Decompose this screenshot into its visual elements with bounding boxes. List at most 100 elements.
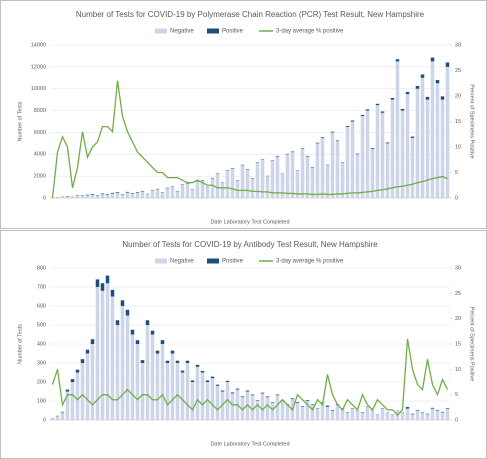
y-tick-label: 10000: [31, 86, 46, 92]
bar: [320, 402, 325, 420]
bar: [70, 196, 75, 198]
bar: [145, 320, 150, 325]
bar: [110, 296, 115, 420]
bar: [90, 344, 95, 420]
bar: [195, 366, 200, 420]
bar: [365, 109, 370, 111]
bar: [395, 59, 400, 62]
bar: [430, 61, 435, 199]
bar: [325, 406, 330, 420]
bar: [300, 148, 305, 198]
bar: [175, 191, 180, 198]
legend-swatch: [155, 28, 167, 34]
bar: [230, 168, 235, 198]
bar: [150, 190, 155, 198]
line: [51, 338, 449, 416]
bar: [270, 402, 275, 403]
legend-label: 3-day average % positive: [276, 259, 344, 265]
y-axis-label: Number of Tests: [17, 101, 23, 141]
panel: [0, 230, 487, 459]
bar: [135, 344, 140, 420]
bar: [415, 409, 420, 411]
y2-tick-label: 25: [455, 291, 461, 297]
bar: [355, 153, 360, 155]
bar: [245, 169, 250, 198]
bar: [95, 287, 100, 420]
bar: [220, 390, 225, 392]
bar: [170, 353, 175, 420]
bar: [100, 290, 105, 420]
bar: [350, 120, 355, 122]
bar: [105, 194, 110, 195]
bar: [305, 156, 310, 198]
bar: [60, 412, 65, 420]
bar: [380, 408, 385, 420]
bar: [75, 369, 80, 373]
bar: [445, 408, 450, 420]
y2-tick-label: 10: [455, 144, 461, 150]
bar: [185, 360, 190, 363]
y-tick-label: 700: [37, 284, 46, 290]
bar: [265, 397, 270, 420]
bar: [80, 196, 85, 198]
bar: [100, 283, 105, 291]
bar: [215, 385, 220, 420]
legend-label: Negative: [170, 29, 194, 35]
bar: [255, 401, 260, 420]
bar: [110, 289, 115, 297]
bar: [365, 110, 370, 198]
y-tick-label: 8000: [34, 108, 46, 114]
bar: [240, 396, 245, 398]
legend-label: Positive: [222, 29, 244, 35]
chart-title: Number of Tests for COVID-19 by Polymera…: [76, 10, 425, 19]
bar: [260, 393, 265, 420]
bar: [330, 410, 335, 420]
bar: [440, 412, 445, 420]
legend-swatch: [155, 258, 167, 264]
bar: [250, 395, 255, 420]
bar: [300, 406, 305, 420]
bar: [435, 410, 440, 420]
bar: [440, 96, 445, 100]
bar: [400, 412, 405, 420]
bar: [185, 363, 190, 420]
bar: [345, 412, 350, 420]
bar: [405, 407, 410, 409]
bar: [435, 83, 440, 198]
bar: [435, 409, 440, 411]
bar: [275, 155, 280, 157]
y-tick-label: 800: [37, 265, 46, 271]
bar: [150, 330, 155, 335]
y2-tick-label: 25: [455, 68, 461, 74]
bar: [405, 91, 410, 95]
y-tick-label: 6000: [34, 130, 46, 136]
bar: [335, 404, 340, 420]
bar: [280, 173, 285, 198]
bar: [380, 111, 385, 113]
bar: [115, 193, 120, 198]
bar: [250, 394, 255, 396]
bar: [405, 408, 410, 420]
bar: [425, 413, 430, 415]
bar: [90, 339, 95, 344]
y-tick-label: 0: [43, 195, 46, 201]
y2-tick-label: 20: [455, 93, 461, 99]
bar: [135, 191, 140, 193]
bar: [160, 340, 165, 344]
bar: [235, 388, 240, 390]
bar: [385, 143, 390, 198]
bar: [85, 195, 90, 198]
bar: [205, 187, 210, 198]
bar: [140, 190, 145, 192]
bar: [305, 401, 310, 420]
y-tick-label: 0: [43, 417, 46, 423]
bar: [175, 363, 180, 420]
bar: [115, 192, 120, 194]
bar: [245, 391, 250, 420]
bar: [370, 148, 375, 149]
bar: [425, 414, 430, 420]
bar: [430, 408, 435, 420]
bar: [235, 180, 240, 198]
bar: [285, 154, 290, 198]
bar: [405, 94, 410, 198]
